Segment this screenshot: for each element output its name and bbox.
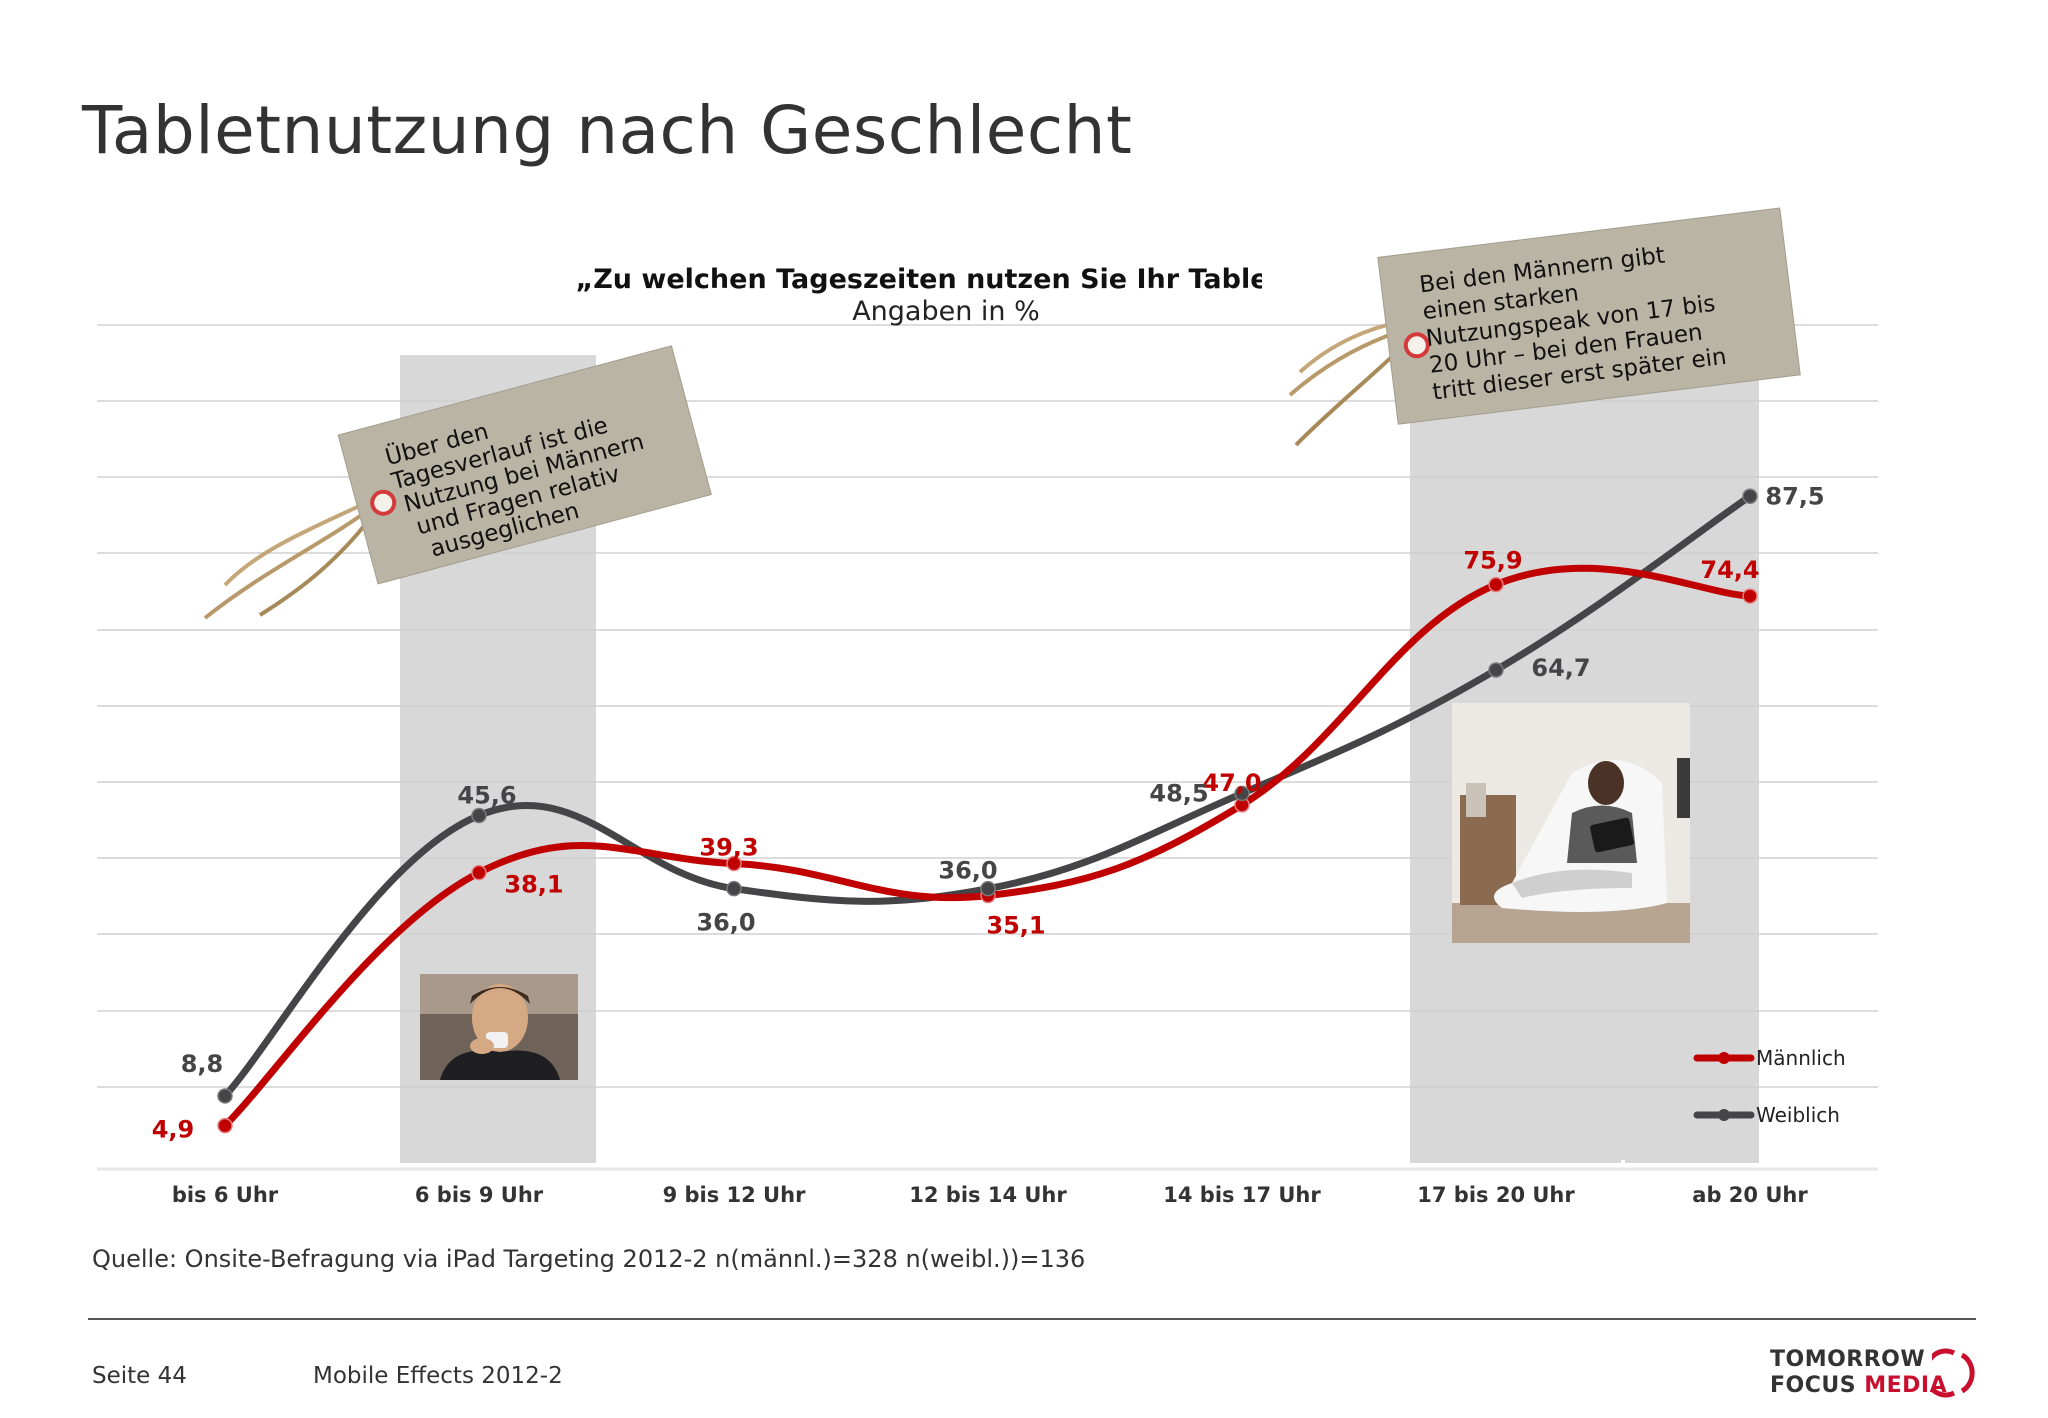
series-weiblich-point	[217, 1088, 233, 1104]
chart-title: „Zu welchen Tageszeiten nutzen Sie Ihr T…	[575, 264, 1268, 295]
band-separator	[1621, 1160, 1625, 1170]
brand-logo: TOMORROW FOCUS MEDIA	[1770, 1345, 1980, 1400]
series-weiblich-value-label: 36,0	[696, 909, 755, 937]
category-label: 17 bis 20 Uhr	[1417, 1183, 1575, 1207]
series-maennlich-value-label: 47,0	[1202, 769, 1261, 797]
logo-media: MEDIA	[1864, 1373, 1948, 1398]
series-maennlich-value-label: 4,9	[152, 1116, 195, 1144]
title-mask	[1262, 255, 1322, 300]
tag-eyelet	[370, 489, 397, 516]
series-weiblich-value-label: 45,6	[457, 782, 516, 810]
series-maennlich-value-label: 74,4	[1700, 556, 1759, 584]
series-points	[217, 488, 1758, 1134]
series-weiblich-value-label: 87,5	[1765, 482, 1824, 510]
logo-line-1: TOMORROW	[1770, 1347, 1926, 1372]
category-label: 6 bis 9 Uhr	[415, 1183, 544, 1207]
category-labels: bis 6 Uhr 6 bis 9 Uhr 9 bis 12 Uhr 12 bis 1…	[172, 1183, 1809, 1207]
series-maennlich-point	[471, 864, 487, 881]
legend-label: Weiblich	[1756, 1103, 1840, 1127]
series-maennlich-value-label: 38,1	[504, 871, 563, 899]
series-weiblich-value-label: 36,0	[938, 857, 997, 885]
source-note: Quelle: Onsite-Befragung via iPad Target…	[92, 1245, 1086, 1273]
photo-woman-with-tablet	[1452, 703, 1690, 943]
series-weiblich-point	[726, 880, 742, 897]
series-weiblich-value-label: 64,7	[1531, 654, 1590, 682]
tag-eyelet	[1403, 332, 1430, 359]
page-number: Seite 44	[92, 1363, 187, 1389]
tag-string	[203, 498, 380, 620]
series-maennlich-value-label: 75,9	[1463, 547, 1522, 575]
series-maennlich-point	[1488, 576, 1504, 593]
category-label: 12 bis 14 Uhr	[909, 1183, 1067, 1207]
series-weiblich-point	[471, 807, 487, 824]
report-name: Mobile Effects 2012-2	[313, 1363, 563, 1389]
legend-label: Männlich	[1756, 1046, 1846, 1070]
series-maennlich-point	[217, 1117, 233, 1134]
category-label: 14 bis 17 Uhr	[1163, 1183, 1321, 1207]
series-maennlich-value-label: 39,3	[699, 834, 758, 862]
value-labels: 4,9 38,1 39,3 35,1 47,0 75,9 74,4 8,8 45,6 36,0 36…	[152, 482, 1825, 1143]
tag-card	[337, 345, 712, 585]
logo-focus: FOCUS	[1770, 1373, 1865, 1398]
category-label: bis 6 Uhr	[172, 1183, 279, 1207]
chart-subtitle: Angaben in %	[852, 296, 1040, 327]
legend: Männlich Weiblich	[1693, 1046, 1846, 1127]
series-maennlich-point	[1742, 588, 1758, 604]
logo-mark-icon	[1932, 1348, 1975, 1398]
series-maennlich-point	[726, 855, 742, 872]
tag-card	[1377, 207, 1801, 425]
legend-marker	[1718, 1109, 1730, 1121]
series-weiblich-point	[1234, 785, 1250, 802]
logo-line-2: FOCUS MEDIA	[1770, 1373, 1947, 1398]
series-weiblich-point	[1488, 662, 1504, 678]
series-maennlich-value-label: 35,1	[986, 912, 1045, 940]
legend-marker	[1718, 1052, 1730, 1064]
footer-divider	[88, 1318, 1976, 1320]
series-weiblich-value-label: 48,5	[1149, 779, 1208, 807]
category-label: ab 20 Uhr	[1692, 1183, 1808, 1207]
page-title: Tabletnutzung nach Geschlecht	[82, 92, 1133, 169]
category-label: 9 bis 12 Uhr	[663, 1183, 807, 1207]
photo-man-drinking-coffee	[420, 974, 578, 1080]
series-weiblich-value-label: 8,8	[181, 1050, 224, 1078]
series-weiblich-point	[1742, 488, 1758, 504]
series-weiblich-point	[980, 880, 996, 897]
